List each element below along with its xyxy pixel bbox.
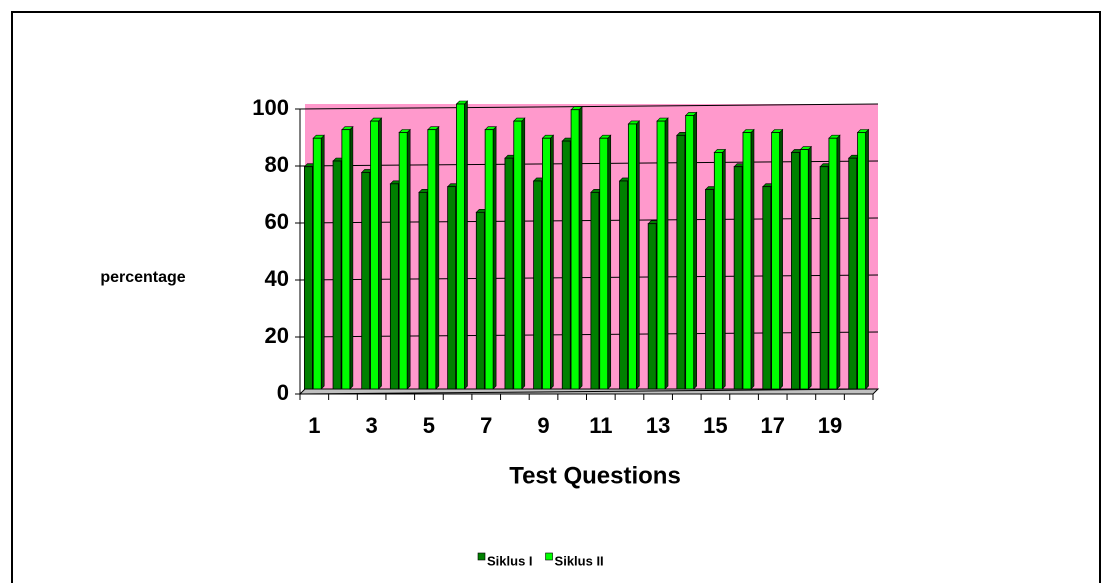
bar-side <box>836 134 841 390</box>
bar-side <box>779 128 783 390</box>
bar <box>799 149 809 390</box>
bar <box>341 129 351 390</box>
bar <box>771 132 781 390</box>
bar <box>685 115 695 390</box>
bar <box>389 183 399 390</box>
y-tick-label: 20 <box>265 323 289 348</box>
y-tick-label: 80 <box>265 152 289 177</box>
y-tick-label: 100 <box>252 95 289 120</box>
bar <box>791 152 800 390</box>
bar <box>705 189 714 390</box>
x-tick-label: 13 <box>646 413 670 438</box>
x-tick-label: 3 <box>366 413 378 438</box>
bar <box>713 152 723 390</box>
bar <box>427 129 437 390</box>
bar <box>733 166 743 390</box>
bar <box>533 180 543 390</box>
bar <box>599 137 609 390</box>
bar <box>570 109 580 390</box>
y-tick-label: 40 <box>265 266 289 291</box>
x-tick-label: 7 <box>480 413 492 438</box>
bar <box>361 171 371 390</box>
bar-side <box>464 100 468 390</box>
bar <box>370 120 379 390</box>
bar <box>828 137 838 390</box>
y-axis-label: percentage <box>100 269 185 286</box>
bar-side <box>750 128 755 390</box>
bar <box>590 191 600 390</box>
x-tick-label: 5 <box>423 413 435 438</box>
bar-side <box>378 117 382 390</box>
bar <box>542 137 551 390</box>
bar <box>312 137 322 390</box>
bar <box>619 180 628 390</box>
bar-side <box>664 117 669 390</box>
bar-side <box>406 128 411 390</box>
bar <box>742 132 752 390</box>
bar <box>332 160 342 390</box>
x-axis-label: Test Questions <box>509 462 681 489</box>
x-tick-label: 17 <box>760 413 784 438</box>
y-tick-label: 0 <box>277 380 289 405</box>
bar <box>504 157 514 390</box>
bar <box>857 132 866 390</box>
bar <box>475 211 485 390</box>
bar-side <box>521 117 526 390</box>
bar <box>484 129 494 390</box>
legend-label: Siklus I <box>487 553 533 568</box>
x-tick-label: 9 <box>537 413 549 438</box>
bar-side <box>492 125 497 390</box>
grid-line <box>299 388 879 395</box>
bar-side <box>435 125 440 390</box>
bar <box>447 186 457 390</box>
legend-swatch <box>477 552 486 561</box>
bar <box>676 134 686 390</box>
bar <box>819 166 829 390</box>
bar <box>762 186 772 390</box>
legend-label: Siklus II <box>555 553 604 568</box>
bar-side <box>722 148 726 390</box>
bar-side <box>550 134 554 390</box>
x-tick-label: 19 <box>818 413 842 438</box>
bar <box>561 140 571 390</box>
bar <box>627 123 637 390</box>
bar <box>456 103 465 390</box>
legend-swatch <box>545 552 553 561</box>
bar <box>647 223 657 390</box>
bar-side <box>693 111 697 390</box>
bar-side <box>578 105 583 390</box>
bar <box>303 166 313 390</box>
bar-side <box>807 145 812 390</box>
y-tick-label: 60 <box>265 209 289 234</box>
grid-line <box>299 103 879 110</box>
bar <box>513 120 523 390</box>
x-tick-label: 15 <box>703 413 727 438</box>
bar <box>656 120 666 390</box>
bar-side <box>636 120 640 390</box>
bar <box>398 132 408 390</box>
x-tick-label: 1 <box>308 413 320 438</box>
bar-side <box>607 134 612 390</box>
bar <box>848 157 858 390</box>
bar <box>418 191 428 390</box>
bar-side <box>320 134 325 390</box>
x-tick-label: 11 <box>589 413 612 438</box>
bar-side <box>865 128 869 390</box>
bar-side <box>349 125 354 390</box>
